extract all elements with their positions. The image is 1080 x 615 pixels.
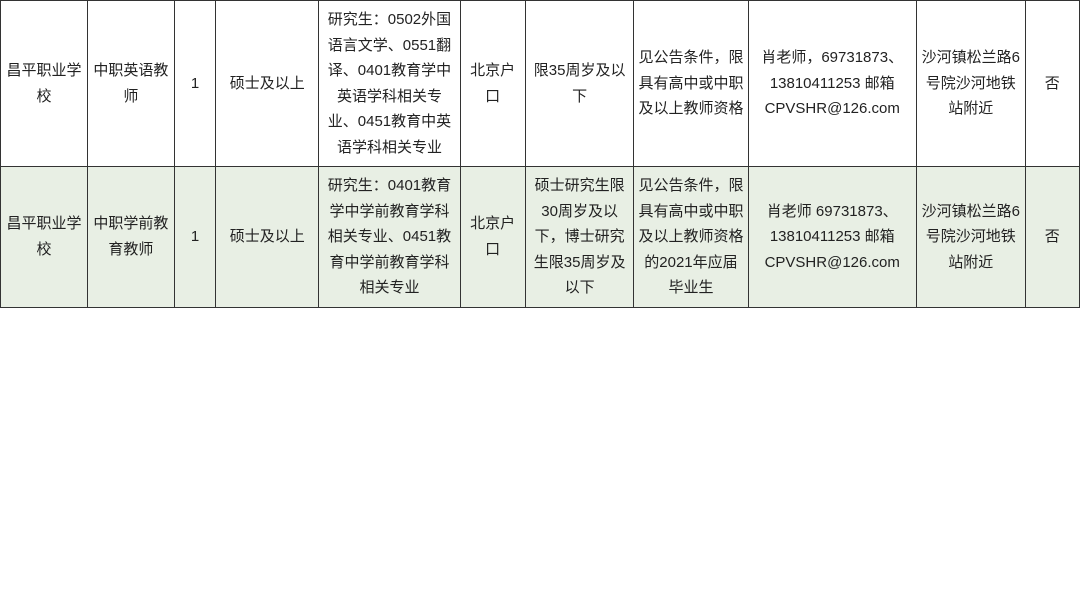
recruitment-table: 昌平职业学校 中职英语教师 1 硕士及以上 研究生：0502外国语言文学、055… — [0, 0, 1080, 308]
cell-hukou: 北京户口 — [460, 1, 525, 167]
cell-position: 中职学前教育教师 — [87, 167, 174, 308]
cell-count: 1 — [174, 1, 215, 167]
cell-hukou: 北京户口 — [460, 167, 525, 308]
cell-requirement: 见公告条件，限具有高中或中职及以上教师资格 — [634, 1, 748, 167]
cell-major: 研究生：0401教育学中学前教育学科相关专业、0451教育中学前教育学科相关专业 — [319, 167, 460, 308]
cell-address: 沙河镇松兰路6号院沙河地铁站附近 — [916, 1, 1025, 167]
cell-education: 硕士及以上 — [216, 167, 319, 308]
table-row: 昌平职业学校 中职学前教育教师 1 硕士及以上 研究生：0401教育学中学前教育… — [1, 167, 1080, 308]
table-body: 昌平职业学校 中职英语教师 1 硕士及以上 研究生：0502外国语言文学、055… — [1, 1, 1080, 308]
cell-major: 研究生：0502外国语言文学、0551翻译、0401教育学中英语学科相关专业、0… — [319, 1, 460, 167]
cell-age: 限35周岁及以下 — [525, 1, 634, 167]
cell-contact: 肖老师 69731873、13810411253 邮箱CPVSHR@126.co… — [748, 167, 916, 308]
cell-requirement: 见公告条件，限具有高中或中职及以上教师资格的2021年应届毕业生 — [634, 167, 748, 308]
table-row: 昌平职业学校 中职英语教师 1 硕士及以上 研究生：0502外国语言文学、055… — [1, 1, 1080, 167]
cell-flag: 否 — [1025, 1, 1079, 167]
cell-position: 中职英语教师 — [87, 1, 174, 167]
cell-school: 昌平职业学校 — [1, 1, 88, 167]
cell-education: 硕士及以上 — [216, 1, 319, 167]
cell-school: 昌平职业学校 — [1, 167, 88, 308]
cell-contact: 肖老师，69731873、13810411253 邮箱CPVSHR@126.co… — [748, 1, 916, 167]
cell-flag: 否 — [1025, 167, 1079, 308]
cell-age: 硕士研究生限30周岁及以下，博士研究生限35周岁及以下 — [525, 167, 634, 308]
cell-address: 沙河镇松兰路6号院沙河地铁站附近 — [916, 167, 1025, 308]
cell-count: 1 — [174, 167, 215, 308]
